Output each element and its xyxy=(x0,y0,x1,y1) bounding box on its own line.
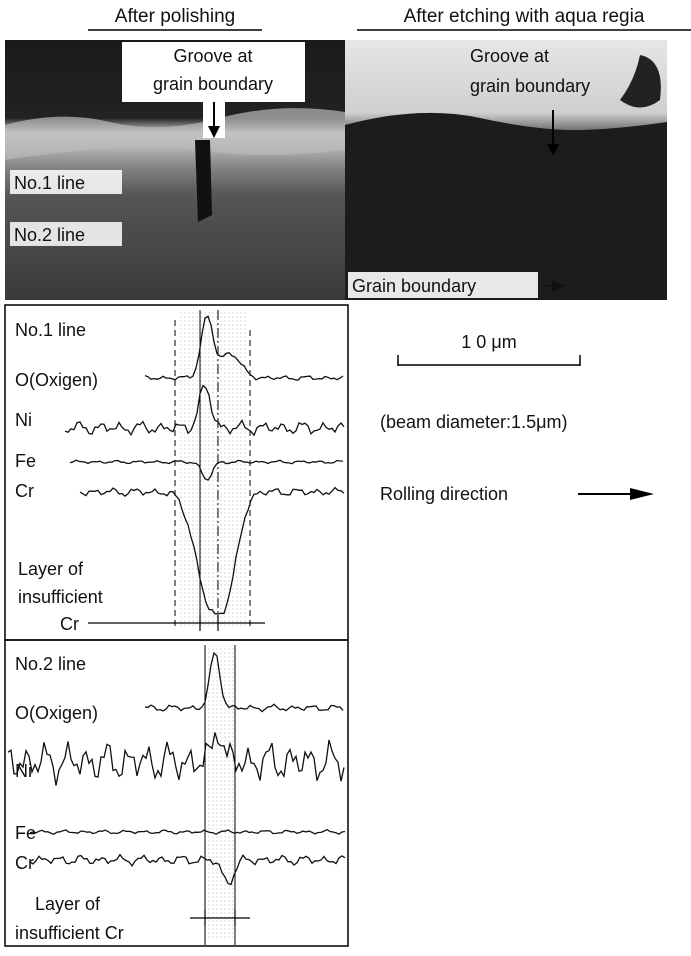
layer-label: Cr xyxy=(60,614,79,634)
element-label: Ni xyxy=(15,761,32,781)
beam-label: (beam diameter:1.5μm) xyxy=(380,412,567,432)
traces xyxy=(7,315,346,886)
layer-label: insufficient xyxy=(18,587,103,607)
element-label: Cr xyxy=(15,481,34,501)
layer-label: Layer of xyxy=(35,894,101,914)
layer-label: insufficient Cr xyxy=(15,923,124,943)
profile-title: No.2 line xyxy=(15,654,86,674)
header: After polishing xyxy=(115,6,235,27)
layer-label: Layer of xyxy=(18,559,84,579)
profile-panel xyxy=(4,639,349,947)
scale-bar xyxy=(397,355,581,366)
element-label: Ni xyxy=(15,410,32,430)
profile-trace xyxy=(7,732,345,786)
profile-trace xyxy=(144,651,344,713)
layer-arrow xyxy=(88,615,265,631)
scale-label: 1 0 μm xyxy=(461,332,516,352)
photo-label: Groove at xyxy=(470,46,549,66)
photo-right: Groove at grain boundary Grain boundary xyxy=(345,40,667,300)
profile-trace xyxy=(69,459,344,481)
profile-trace xyxy=(29,853,346,886)
photo-label: No.2 line xyxy=(14,225,85,245)
photo-label: Groove at xyxy=(173,46,252,66)
element-label: O(Oxigen) xyxy=(15,703,98,723)
profile-trace xyxy=(144,315,344,381)
profile-trace xyxy=(29,828,346,836)
photo-label: grain boundary xyxy=(153,74,273,94)
rolling-label: Rolling direction xyxy=(380,484,508,504)
header: After etching with aqua regia xyxy=(404,6,645,27)
photo-label: No.1 line xyxy=(14,173,85,193)
layer-arrow xyxy=(190,910,250,926)
profile-title: No.1 line xyxy=(15,320,86,340)
element-label: Fe xyxy=(15,823,36,843)
profile-trace xyxy=(64,384,345,437)
profile-trace xyxy=(79,486,345,615)
shade xyxy=(205,645,235,940)
element-label: O(Oxigen) xyxy=(15,370,98,390)
rolling-arrow xyxy=(578,488,654,500)
photo-label: Grain boundary xyxy=(352,276,476,296)
photo-left: Groove at grain boundary No.1 line No.2 … xyxy=(5,40,345,300)
element-label: Fe xyxy=(15,451,36,471)
element-label: Cr xyxy=(15,853,34,873)
photo-label: grain boundary xyxy=(470,76,590,96)
